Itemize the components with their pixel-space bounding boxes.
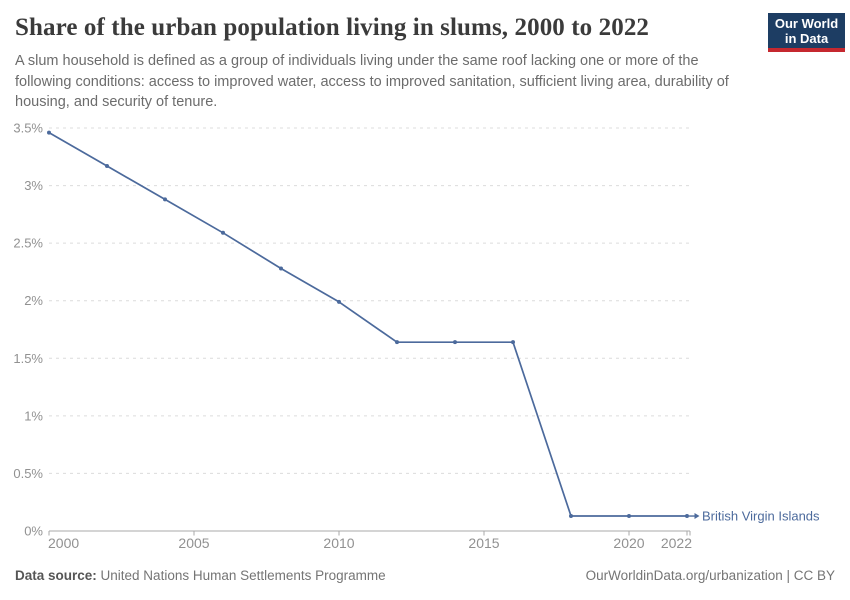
y-axis-label: 2.5% [13,236,43,251]
data-point[interactable] [453,340,457,345]
y-axis-label: 3% [24,178,43,193]
y-axis-label: 1.5% [13,351,43,366]
y-axis-label: 0% [24,524,43,539]
data-point[interactable] [163,197,167,202]
data-source-text: United Nations Human Settlements Program… [96,568,386,583]
y-axis-label: 2% [24,293,43,308]
data-point[interactable] [511,340,515,345]
owid-logo-line2: in Data [784,31,829,46]
data-source-label: Data source: [15,568,97,583]
data-point[interactable] [221,230,225,235]
chart-title: Share of the urban population living in … [15,14,650,41]
chart-footer: Data source: United Nations Human Settle… [0,567,850,585]
data-point[interactable] [105,163,109,168]
series-label-arrow-icon [694,513,700,520]
y-axis-label: 0.5% [13,466,43,481]
data-point[interactable] [685,514,689,519]
series-label[interactable]: British Virgin Islands [702,509,820,524]
owid-logo-text: Our World in Data [768,13,845,46]
data-source-note: Data source: United Nations Human Settle… [15,567,386,585]
data-point[interactable] [569,514,573,519]
data-point[interactable] [337,299,341,304]
x-axis-label: 2005 [178,535,209,551]
chart-subtitle: A slum household is defined as a group o… [15,53,729,110]
x-axis-label: 2015 [468,535,499,551]
x-axis-label: 2020 [613,535,644,551]
x-axis-label: 2000 [48,535,79,551]
data-point[interactable] [395,340,399,345]
y-axis-label: 3.5% [13,121,43,136]
data-point[interactable] [627,514,631,519]
data-point[interactable] [279,266,283,271]
x-axis-label: 2022 [661,535,692,551]
owid-logo[interactable]: Our World in Data [768,13,845,52]
data-line[interactable] [48,131,688,517]
owid-logo-line1: Our World [774,16,839,31]
y-axis-label: 1% [24,408,43,423]
x-axis-label: 2010 [323,535,354,551]
owid-credit-link[interactable]: OurWorldinData.org/urbanization | CC BY [585,568,835,583]
data-point[interactable] [47,130,51,135]
